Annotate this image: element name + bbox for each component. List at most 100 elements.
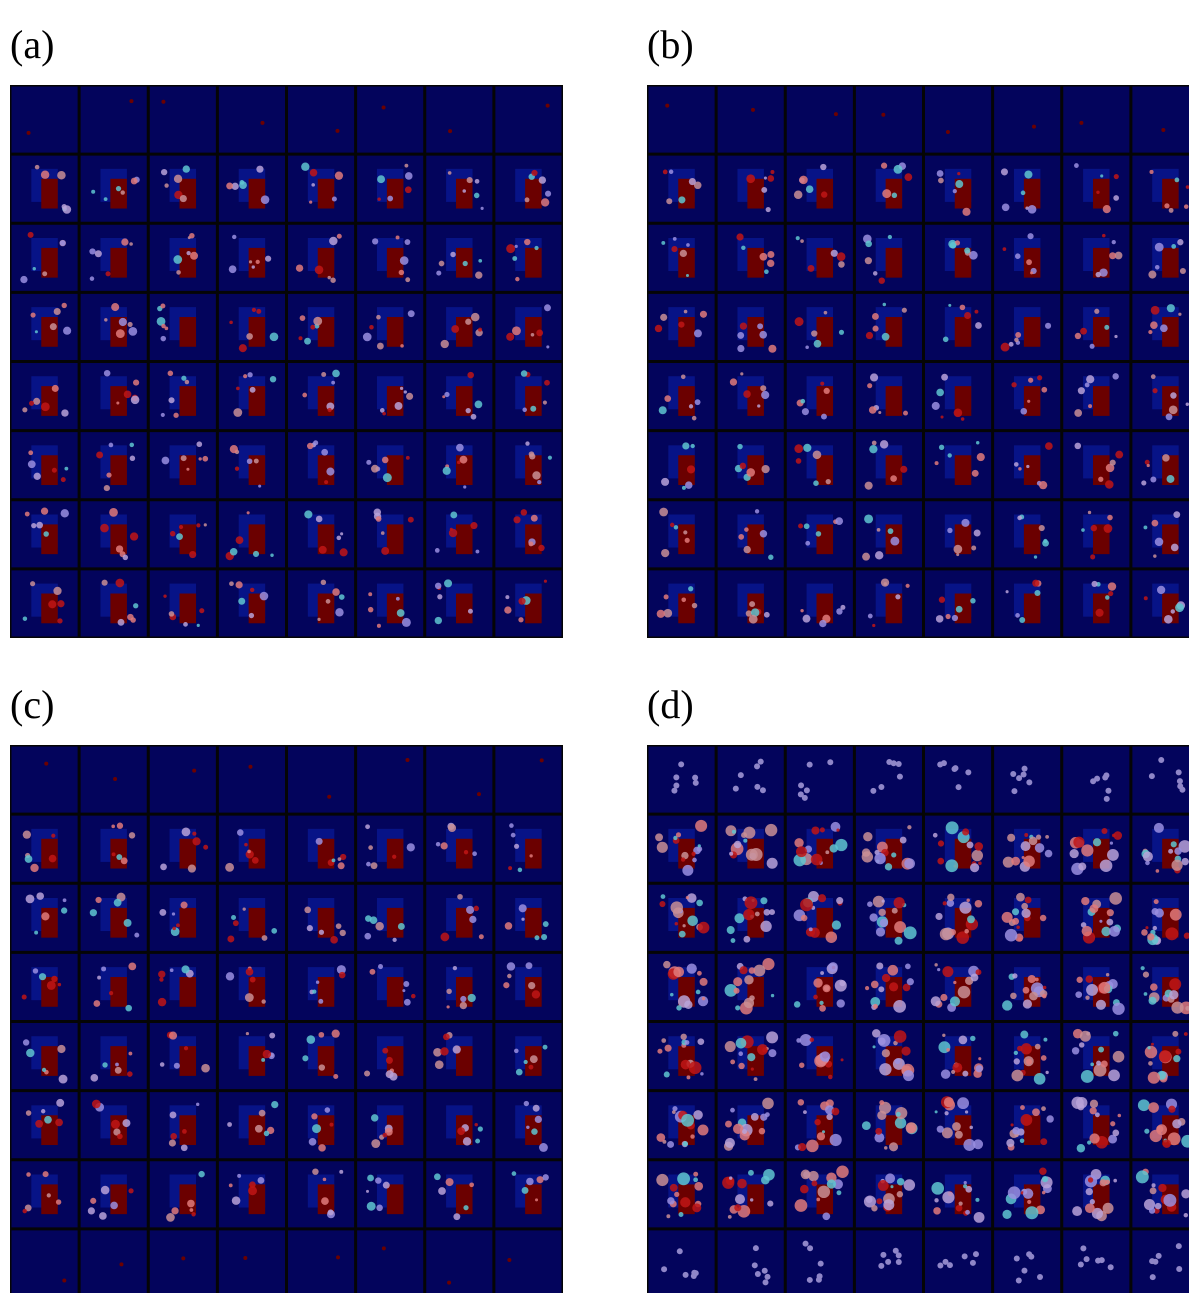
tile-block [180,1115,197,1145]
tile-dot [102,580,108,586]
tile [856,747,922,813]
tile-dot [131,396,140,405]
tile-dot [935,461,939,465]
tile-dot [377,624,381,628]
tile-dot [1039,525,1045,531]
tile [288,1230,354,1293]
tile-dot [1021,1114,1033,1126]
tile-dot [1149,1258,1155,1264]
tile-dot [974,1212,985,1223]
tile-dot [328,276,331,279]
tile-dot [687,963,697,973]
tile-dot [819,1005,826,1012]
tile-dot [1078,1262,1084,1268]
tile-dot [233,408,242,417]
tile-dot [1027,400,1030,403]
tile [787,87,853,153]
tile-dot [377,197,380,200]
tile-dot [813,995,818,1000]
tile-dot [106,472,111,477]
tile-dot [198,1171,204,1177]
tile-block [41,908,58,938]
tile-dot [192,769,196,773]
tile-dot [99,1212,107,1220]
tile-dot [41,508,48,515]
tile-dot [1070,849,1079,858]
tile-dot [1002,912,1013,923]
tile-dot [302,1055,308,1061]
tile-dot [116,186,121,191]
tile-dot [755,912,760,917]
tile-dot [104,370,111,377]
tile-dot [27,131,31,135]
tile-dot [369,325,374,330]
tile-dot [1021,1268,1027,1274]
tile-dot [862,553,870,561]
tile-dot [1103,205,1111,213]
tile-dot [329,237,337,245]
tile-dot [319,546,327,554]
tile-dot [404,999,411,1006]
tile-dot [1041,1055,1047,1061]
tile-dot [35,330,38,333]
tile-dot [937,170,944,177]
tile-dot [270,554,273,557]
tile-dot [1090,904,1099,913]
tile-dot [809,927,813,931]
tile [150,1230,216,1293]
tile-dot [23,616,27,620]
tile-dot [894,897,905,908]
tile-dot [903,1070,914,1081]
tile-dot [1086,984,1098,996]
tile-dot [332,196,337,201]
tile-dot [256,260,260,264]
tile-dot [876,1198,882,1204]
tile-dot [57,618,62,623]
tile-dot [686,274,689,277]
tile-dot [1006,590,1009,593]
tile-dot [110,1202,118,1210]
tile-block [180,908,197,938]
tile-block [1093,317,1110,347]
tile-dot [738,534,744,540]
tile-dot [128,322,133,327]
tile-dot [181,455,187,461]
tile-dot [1024,170,1032,178]
tile-dot [869,406,877,414]
tile-dot [659,508,668,517]
tile-dot [1037,1274,1043,1280]
tile-dot [446,1178,454,1186]
tile-dot [663,170,668,175]
tile-dot [664,1071,670,1077]
tile-dot [694,1182,703,1191]
tile-dot [460,1002,467,1009]
tile-dot [1081,844,1093,856]
tile-dot [97,976,101,980]
tile-dot [956,784,962,790]
tile-dot [543,921,549,927]
tile-dot [1018,467,1021,470]
tile-dot [975,900,983,908]
tile-dot [321,1197,329,1205]
tile-dot [762,1047,767,1052]
tile-dot [746,468,755,477]
tile-dot [882,899,885,902]
tile-dot [760,530,767,537]
tile-dot [1150,1130,1162,1142]
tile-dot [735,1194,745,1204]
tile-dot [133,603,138,608]
tile-dot [57,1045,65,1053]
tile-dot [826,931,837,942]
tile-dot [960,305,966,311]
tile-dot [695,820,707,832]
tile-dot [825,850,829,854]
tile-dot [463,261,468,266]
tile-dot [1016,1277,1022,1283]
tile-dot [463,1205,468,1210]
tile-dot [754,784,760,790]
tile-dot [535,1116,542,1123]
tile-dot [544,380,550,386]
tile-dot [270,376,276,382]
tile-dot [504,606,511,613]
tile-dot [657,610,665,618]
